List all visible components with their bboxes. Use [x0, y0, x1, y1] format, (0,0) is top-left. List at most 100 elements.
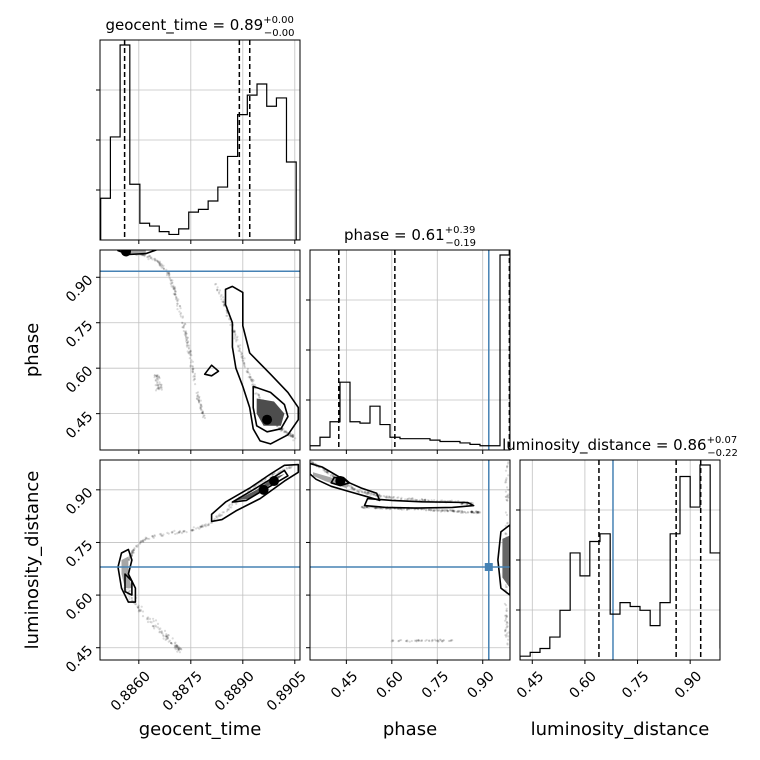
sample-point [176, 299, 179, 302]
sample-point [432, 508, 435, 512]
sample-point [151, 258, 154, 261]
sample-point [216, 289, 219, 292]
sample-point [139, 609, 142, 613]
histogram-panel-geocent_time: geocent_time = 0.89+0.00 −0.00 [96, 15, 301, 244]
histogram-panel-phase: phase = 0.61+0.39 −0.19 [306, 225, 511, 454]
sample-point [450, 509, 453, 512]
sample-point [284, 430, 287, 433]
sample-point [450, 499, 453, 502]
sample-point [160, 383, 163, 386]
sample-point [139, 540, 142, 543]
sample-point [197, 399, 201, 402]
sample-point [378, 494, 381, 497]
sample-point [180, 648, 183, 651]
sample-point [245, 370, 248, 373]
sample-point [207, 523, 210, 526]
sample-point [435, 508, 438, 511]
sample-point [438, 509, 441, 512]
sample-point [174, 645, 177, 648]
sample-point [286, 431, 289, 434]
histogram-step [100, 44, 300, 240]
sample-point [506, 465, 509, 468]
sample-point [225, 510, 229, 513]
sample-point [385, 495, 388, 498]
sample-point [132, 551, 135, 554]
sample-point [159, 532, 162, 536]
sample-point [289, 434, 292, 437]
density-peak [262, 414, 273, 425]
sample-point [170, 279, 173, 282]
sample-point [197, 396, 200, 399]
sample-point [506, 522, 509, 525]
sample-point [425, 638, 428, 642]
sample-point [134, 603, 137, 606]
sample-point [174, 532, 177, 536]
sample-point [449, 639, 452, 643]
sample-point [423, 498, 426, 502]
sample-point [154, 379, 157, 382]
sample-point [289, 466, 292, 470]
sample-point [154, 389, 158, 392]
sample-point [155, 375, 158, 378]
sample-point [170, 283, 173, 286]
sample-point [138, 608, 141, 611]
sample-point [142, 538, 145, 541]
sample-point [215, 515, 218, 519]
sample-point [289, 435, 292, 438]
sample-point [442, 639, 445, 642]
sample-point [171, 285, 174, 288]
sample-point [182, 329, 185, 333]
sample-point [184, 331, 187, 334]
sample-point [236, 344, 240, 347]
sample-point [506, 496, 509, 499]
sample-point [258, 396, 261, 399]
sample-point [242, 361, 245, 364]
sample-point [424, 498, 427, 501]
sample-point [230, 506, 233, 509]
sample-point [218, 291, 221, 294]
sample-point [198, 401, 201, 404]
sample-point [158, 264, 161, 267]
sample-point [191, 369, 194, 372]
sample-point [246, 367, 249, 370]
sample-point [178, 647, 181, 650]
sample-point [156, 373, 159, 377]
sample-point [154, 384, 157, 387]
sample-point [179, 305, 182, 308]
sample-point [165, 635, 169, 638]
sample-point [185, 344, 188, 347]
sample-point [505, 477, 508, 480]
sample-point [363, 491, 367, 494]
sample-point [456, 510, 459, 514]
sample-point [506, 625, 509, 629]
y-tick-label-phase: 0.45 [63, 409, 96, 442]
sample-point [168, 272, 171, 275]
sample-point [146, 537, 149, 540]
sample-point [174, 289, 177, 293]
sample-point [326, 471, 329, 474]
sample-point [128, 558, 131, 562]
sample-point [285, 467, 289, 470]
sample-point [283, 431, 286, 434]
sample-point [189, 350, 192, 353]
density-peak [258, 484, 269, 495]
sample-point [153, 257, 156, 260]
sample-point [370, 493, 374, 496]
sample-point [133, 548, 136, 551]
sample-point [181, 322, 184, 325]
sample-point [473, 511, 476, 514]
sample-point [151, 535, 154, 538]
sample-point [420, 498, 424, 501]
sample-point [416, 639, 420, 642]
sample-point [440, 509, 443, 512]
sample-point [505, 615, 508, 618]
sample-point [166, 272, 169, 275]
sample-point [162, 634, 165, 637]
sample-point [177, 648, 180, 651]
sample-point [470, 511, 473, 514]
joint-panel-luminosity_distance-vs-geocent_time [96, 459, 301, 664]
sample-point [177, 648, 180, 651]
sample-point [288, 466, 291, 469]
sample-point [166, 272, 169, 275]
